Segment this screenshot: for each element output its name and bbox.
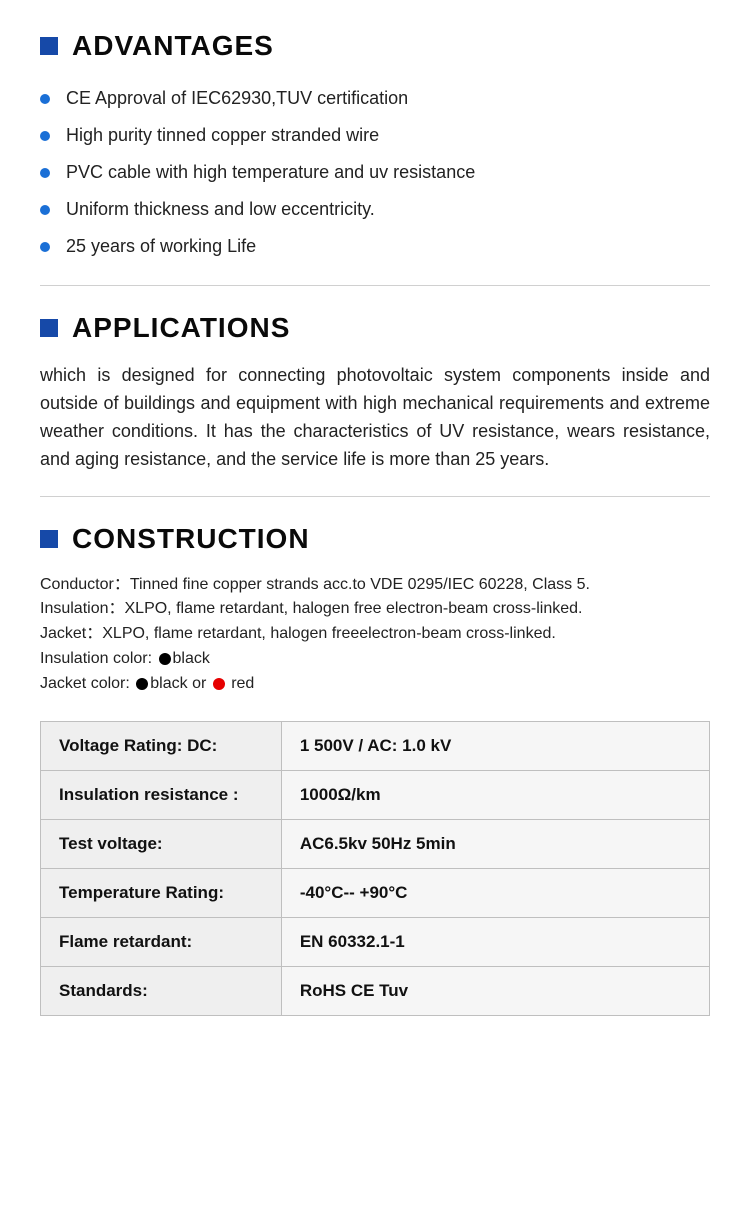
list-item-text: Uniform thickness and low eccentricity. bbox=[66, 199, 375, 220]
spec-label: Temperature Rating: bbox=[41, 868, 282, 917]
spec-label: Flame retardant: bbox=[41, 917, 282, 966]
red-dot-icon bbox=[213, 678, 225, 690]
bullet-icon bbox=[40, 94, 50, 104]
specification-table: Voltage Rating: DC: 1 500V / AC: 1.0 kV … bbox=[40, 721, 710, 1016]
table-row: Temperature Rating: -40°C-- +90°C bbox=[41, 868, 710, 917]
section-marker-icon bbox=[40, 530, 58, 548]
advantages-list: CE Approval of IEC62930,TUV certificatio… bbox=[40, 80, 710, 265]
list-item-text: 25 years of working Life bbox=[66, 236, 256, 257]
section-divider bbox=[40, 496, 710, 497]
bullet-icon bbox=[40, 131, 50, 141]
table-row: Standards: RoHS CE Tuv bbox=[41, 966, 710, 1015]
construction-details: Conductor：Tinned fine copper strands acc… bbox=[40, 573, 710, 697]
insulation-color-line: Insulation color: black bbox=[40, 647, 710, 672]
conductor-line: Conductor：Tinned fine copper strands acc… bbox=[40, 573, 710, 598]
spec-value: AC6.5kv 50Hz 5min bbox=[281, 819, 709, 868]
jacket-color-label: Jacket color: bbox=[40, 675, 130, 692]
jacket-line: Jacket：XLPO, flame retardant, halogen fr… bbox=[40, 622, 710, 647]
table-row: Test voltage: AC6.5kv 50Hz 5min bbox=[41, 819, 710, 868]
applications-header: APPLICATIONS bbox=[40, 312, 710, 344]
jacket-color-black: black or bbox=[150, 675, 206, 692]
jacket-color-red: red bbox=[231, 675, 254, 692]
list-item: High purity tinned copper stranded wire bbox=[40, 117, 710, 154]
spec-value: -40°C-- +90°C bbox=[281, 868, 709, 917]
spec-label: Voltage Rating: DC: bbox=[41, 721, 282, 770]
list-item: CE Approval of IEC62930,TUV certificatio… bbox=[40, 80, 710, 117]
table-row: Voltage Rating: DC: 1 500V / AC: 1.0 kV bbox=[41, 721, 710, 770]
jacket-color-line: Jacket color: black or red bbox=[40, 672, 710, 697]
black-dot-icon bbox=[136, 678, 148, 690]
spec-label: Standards: bbox=[41, 966, 282, 1015]
section-marker-icon bbox=[40, 37, 58, 55]
advantages-title: ADVANTAGES bbox=[72, 30, 274, 62]
bullet-icon bbox=[40, 242, 50, 252]
spec-value: 1 500V / AC: 1.0 kV bbox=[281, 721, 709, 770]
insulation-color-text: black bbox=[173, 650, 210, 667]
applications-text: which is designed for connecting photovo… bbox=[40, 362, 710, 474]
advantages-header: ADVANTAGES bbox=[40, 30, 710, 62]
section-divider bbox=[40, 285, 710, 286]
spec-label: Insulation resistance : bbox=[41, 770, 282, 819]
spec-value: EN 60332.1-1 bbox=[281, 917, 709, 966]
black-dot-icon bbox=[159, 653, 171, 665]
list-item: PVC cable with high temperature and uv r… bbox=[40, 154, 710, 191]
list-item-text: CE Approval of IEC62930,TUV certificatio… bbox=[66, 88, 408, 109]
applications-title: APPLICATIONS bbox=[72, 312, 290, 344]
bullet-icon bbox=[40, 168, 50, 178]
insulation-line: Insulation：XLPO, flame retardant, haloge… bbox=[40, 597, 710, 622]
spec-value: RoHS CE Tuv bbox=[281, 966, 709, 1015]
list-item: Uniform thickness and low eccentricity. bbox=[40, 191, 710, 228]
list-item-text: PVC cable with high temperature and uv r… bbox=[66, 162, 475, 183]
construction-header: CONSTRUCTION bbox=[40, 523, 710, 555]
spec-label: Test voltage: bbox=[41, 819, 282, 868]
insulation-color-label: Insulation color: bbox=[40, 650, 152, 667]
section-marker-icon bbox=[40, 319, 58, 337]
spec-value: 1000Ω/km bbox=[281, 770, 709, 819]
bullet-icon bbox=[40, 205, 50, 215]
table-row: Flame retardant: EN 60332.1-1 bbox=[41, 917, 710, 966]
list-item-text: High purity tinned copper stranded wire bbox=[66, 125, 379, 146]
construction-title: CONSTRUCTION bbox=[72, 523, 310, 555]
list-item: 25 years of working Life bbox=[40, 228, 710, 265]
table-row: Insulation resistance : 1000Ω/km bbox=[41, 770, 710, 819]
